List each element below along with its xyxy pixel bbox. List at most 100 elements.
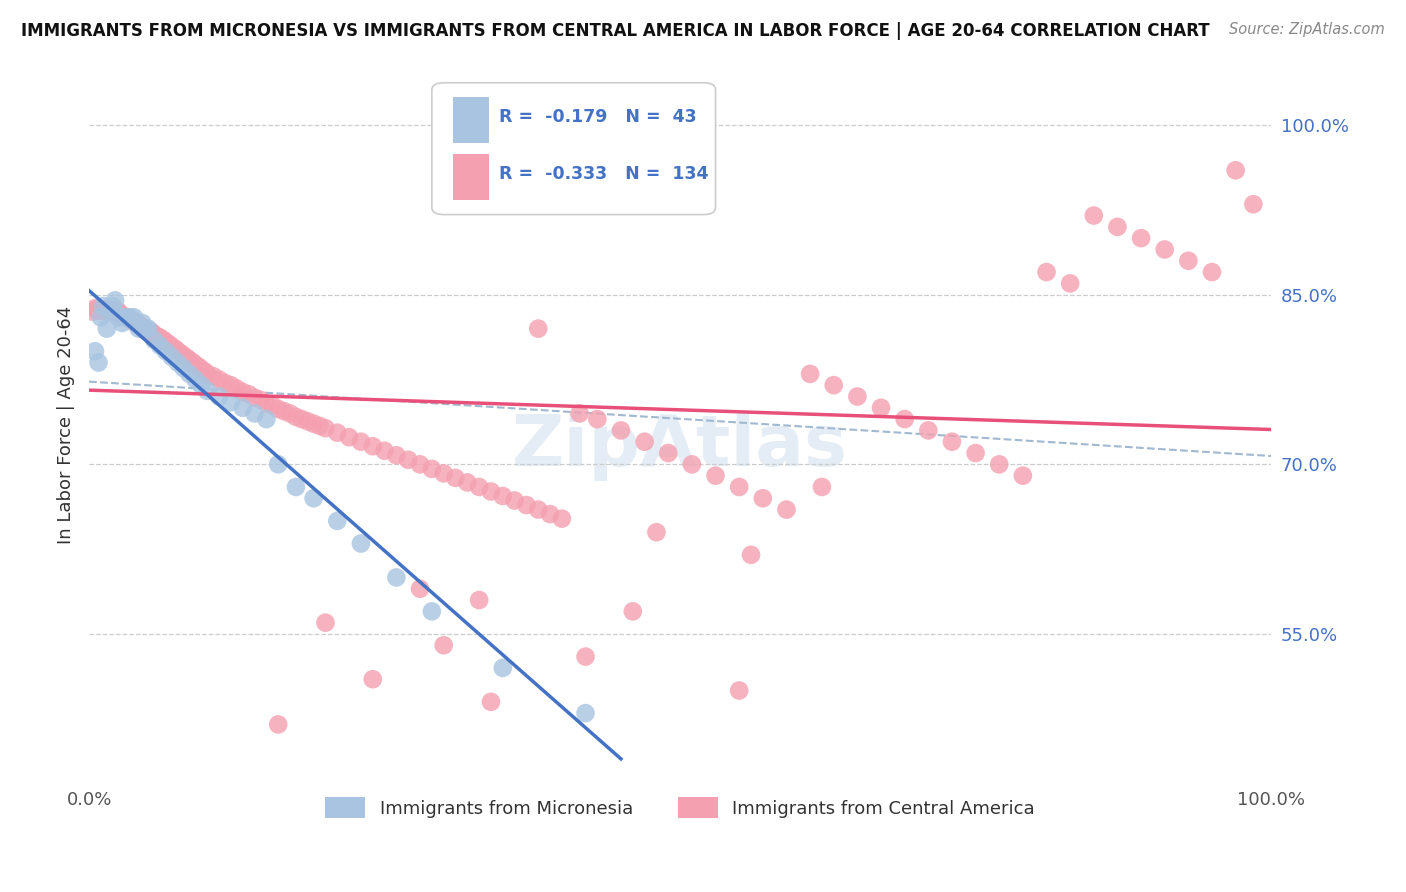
Point	[337, 430, 360, 444]
Point	[728, 480, 751, 494]
Point	[297, 414, 319, 428]
Point	[121, 314, 143, 328]
Point	[114, 310, 136, 325]
Point	[170, 346, 193, 360]
Point	[479, 484, 502, 499]
Point	[1225, 163, 1247, 178]
Point	[208, 372, 231, 386]
Point	[278, 407, 301, 421]
Point	[492, 661, 515, 675]
Point	[374, 443, 396, 458]
Point	[107, 304, 129, 318]
Point	[621, 604, 644, 618]
Point	[799, 367, 821, 381]
Point	[1035, 265, 1057, 279]
Point	[267, 401, 290, 416]
Point	[128, 317, 150, 331]
Point	[219, 395, 242, 409]
Point	[90, 303, 112, 318]
Point	[254, 396, 277, 410]
Point	[409, 582, 432, 596]
Point	[159, 337, 181, 351]
Point	[243, 407, 266, 421]
Point	[184, 358, 207, 372]
Point	[1153, 243, 1175, 257]
Point	[176, 351, 198, 365]
Point	[155, 344, 177, 359]
Point	[249, 392, 271, 407]
Point	[1241, 197, 1264, 211]
Point	[232, 401, 254, 415]
Point	[468, 593, 491, 607]
Point	[273, 404, 295, 418]
Point	[104, 293, 127, 308]
Point	[645, 525, 668, 540]
FancyBboxPatch shape	[453, 154, 489, 201]
Point	[361, 439, 384, 453]
Point	[846, 389, 869, 403]
Point	[160, 350, 183, 364]
Point	[420, 462, 443, 476]
Point	[350, 536, 373, 550]
Point	[1059, 277, 1081, 291]
Point	[149, 331, 172, 345]
Point	[101, 303, 124, 318]
Point	[90, 310, 112, 325]
Point	[456, 475, 478, 490]
Point	[122, 310, 145, 325]
Point	[302, 491, 325, 506]
Point	[195, 384, 218, 398]
Point	[165, 342, 187, 356]
Point	[225, 382, 247, 396]
Point	[125, 316, 148, 330]
Point	[166, 355, 188, 369]
Point	[125, 316, 148, 330]
Point	[101, 299, 124, 313]
Point	[143, 327, 166, 342]
Point	[420, 604, 443, 618]
Point	[704, 468, 727, 483]
Point	[91, 299, 114, 313]
Point	[208, 389, 231, 403]
Point	[479, 695, 502, 709]
Point	[823, 378, 845, 392]
Point	[1107, 219, 1129, 234]
Point	[214, 376, 236, 390]
Text: R =  -0.179   N =  43: R = -0.179 N = 43	[499, 108, 697, 126]
Point	[551, 511, 574, 525]
Point	[870, 401, 893, 415]
Point	[681, 458, 703, 472]
Point	[131, 320, 153, 334]
Point	[284, 480, 307, 494]
Point	[1177, 253, 1199, 268]
Point	[586, 412, 609, 426]
Point	[775, 502, 797, 516]
Point	[893, 412, 915, 426]
Point	[111, 316, 134, 330]
Point	[326, 425, 349, 440]
Point	[202, 369, 225, 384]
Point	[98, 304, 121, 318]
Point	[152, 333, 174, 347]
Point	[173, 349, 195, 363]
Point	[610, 424, 633, 438]
Text: IMMIGRANTS FROM MICRONESIA VS IMMIGRANTS FROM CENTRAL AMERICA IN LABOR FORCE | A: IMMIGRANTS FROM MICRONESIA VS IMMIGRANTS…	[21, 22, 1209, 40]
Point	[104, 304, 127, 318]
Point	[633, 434, 655, 449]
Point	[267, 458, 290, 472]
Point	[84, 344, 107, 359]
Point	[262, 399, 284, 413]
Text: R =  -0.333   N =  134: R = -0.333 N = 134	[499, 165, 709, 183]
Point	[155, 335, 177, 350]
Point	[96, 301, 118, 316]
Legend: Immigrants from Micronesia, Immigrants from Central America: Immigrants from Micronesia, Immigrants f…	[318, 790, 1042, 825]
Point	[82, 304, 104, 318]
Point	[568, 407, 591, 421]
Point	[179, 353, 201, 368]
Point	[179, 367, 201, 381]
Point	[433, 638, 456, 652]
Point	[86, 302, 108, 317]
Point	[173, 361, 195, 376]
Point	[122, 315, 145, 329]
Point	[219, 378, 242, 392]
